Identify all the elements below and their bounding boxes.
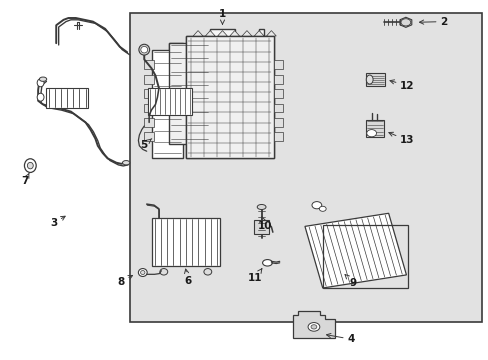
Text: 4: 4 xyxy=(326,333,354,344)
Bar xyxy=(273,104,282,112)
Circle shape xyxy=(311,202,321,209)
Polygon shape xyxy=(168,36,210,144)
Ellipse shape xyxy=(366,75,372,84)
Polygon shape xyxy=(242,31,251,36)
Bar xyxy=(129,13,481,322)
Ellipse shape xyxy=(122,161,130,165)
Ellipse shape xyxy=(257,204,265,210)
Ellipse shape xyxy=(138,269,147,276)
Ellipse shape xyxy=(141,271,144,274)
Bar xyxy=(144,132,154,141)
Ellipse shape xyxy=(141,46,147,53)
Text: 1: 1 xyxy=(219,9,225,24)
Circle shape xyxy=(366,130,376,137)
Bar xyxy=(305,213,406,288)
Ellipse shape xyxy=(203,269,211,275)
Ellipse shape xyxy=(37,79,44,87)
Polygon shape xyxy=(193,31,203,36)
Bar xyxy=(46,88,88,108)
Text: 8: 8 xyxy=(118,275,132,287)
Bar xyxy=(144,75,154,84)
Bar xyxy=(144,60,154,69)
Bar xyxy=(365,120,384,137)
Bar xyxy=(185,36,273,158)
Polygon shape xyxy=(205,31,215,36)
Text: 10: 10 xyxy=(257,216,272,231)
Polygon shape xyxy=(266,31,276,36)
Text: 5: 5 xyxy=(141,139,151,150)
Polygon shape xyxy=(229,31,239,36)
Text: 9: 9 xyxy=(345,275,356,288)
Polygon shape xyxy=(254,31,264,36)
Polygon shape xyxy=(399,17,411,27)
Bar xyxy=(365,73,385,86)
Polygon shape xyxy=(293,311,334,338)
Bar xyxy=(144,89,154,98)
Text: 13: 13 xyxy=(388,132,414,145)
Ellipse shape xyxy=(27,162,33,169)
Bar xyxy=(273,118,282,127)
Text: 12: 12 xyxy=(389,80,414,91)
Text: 2: 2 xyxy=(419,17,447,27)
Circle shape xyxy=(307,323,319,331)
Text: 7: 7 xyxy=(21,173,29,186)
Bar xyxy=(273,60,282,69)
Bar xyxy=(273,75,282,84)
Ellipse shape xyxy=(139,44,149,55)
Bar xyxy=(144,118,154,127)
Text: 6: 6 xyxy=(184,269,191,286)
Ellipse shape xyxy=(24,159,36,172)
Polygon shape xyxy=(185,29,273,158)
Bar xyxy=(322,225,407,288)
Polygon shape xyxy=(217,31,227,36)
Circle shape xyxy=(310,325,316,329)
Text: 3: 3 xyxy=(50,216,65,228)
Bar xyxy=(273,89,282,98)
Ellipse shape xyxy=(160,269,167,275)
Bar xyxy=(254,220,268,234)
Circle shape xyxy=(319,206,325,211)
Bar xyxy=(273,132,282,141)
Ellipse shape xyxy=(39,77,47,81)
Bar xyxy=(144,104,154,112)
Text: 11: 11 xyxy=(247,269,262,283)
Bar xyxy=(147,88,191,115)
Ellipse shape xyxy=(37,93,44,101)
Bar xyxy=(151,218,220,266)
Polygon shape xyxy=(151,43,183,158)
Ellipse shape xyxy=(262,260,272,266)
